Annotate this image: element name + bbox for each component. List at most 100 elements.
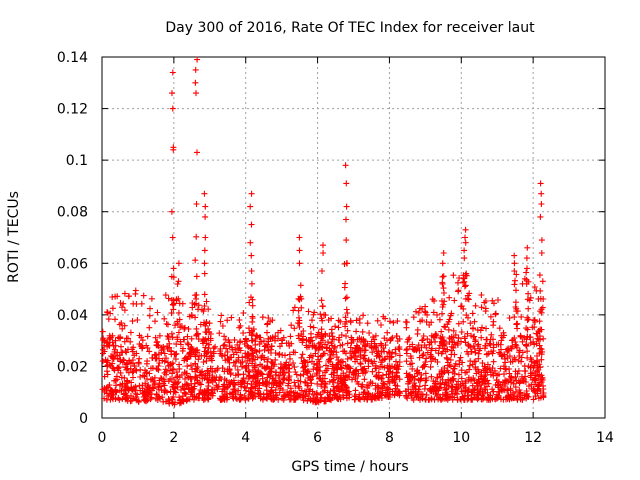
data-point (166, 400, 173, 407)
data-point (463, 312, 470, 319)
data-point (296, 247, 303, 254)
chart-title: Day 300 of 2016, Rate Of TEC Index for r… (165, 20, 535, 36)
data-point (388, 353, 395, 360)
data-point (492, 311, 499, 318)
data-point (421, 385, 428, 392)
data-point (307, 323, 314, 330)
data-point (165, 321, 171, 328)
data-point (511, 268, 518, 274)
data-point (385, 394, 392, 400)
data-point (382, 355, 389, 362)
data-point (525, 290, 532, 297)
data-point (178, 323, 185, 329)
data-point (176, 400, 183, 407)
data-point (513, 320, 520, 327)
data-point (245, 362, 252, 369)
data-point (265, 355, 271, 362)
data-point (248, 190, 255, 197)
data-point (461, 247, 468, 254)
data-point (147, 376, 154, 383)
data-point (521, 362, 528, 369)
data-point (258, 370, 265, 377)
data-point (489, 297, 496, 304)
data-point (296, 260, 303, 267)
data-point (478, 292, 485, 298)
data-point (369, 349, 376, 356)
data-point (279, 337, 286, 343)
data-point (531, 324, 538, 331)
data-point (458, 303, 465, 310)
data-point (158, 387, 165, 394)
data-point (319, 268, 325, 274)
data-point (316, 375, 323, 382)
data-point (448, 388, 455, 395)
data-point (473, 380, 480, 387)
data-point (378, 349, 385, 355)
data-point (298, 304, 305, 311)
data-point (193, 331, 200, 338)
data-point (112, 316, 118, 323)
data-point (174, 281, 181, 287)
data-point (104, 368, 110, 375)
data-point (493, 377, 500, 383)
data-point (113, 373, 120, 380)
data-point (309, 317, 315, 324)
data-point (282, 392, 289, 399)
data-point (511, 392, 518, 399)
data-point (298, 354, 305, 361)
data-point (518, 313, 525, 320)
data-point (221, 376, 228, 383)
data-point (222, 385, 228, 392)
data-point (512, 384, 519, 391)
data-point (116, 364, 122, 371)
data-point (442, 387, 449, 394)
data-point (233, 358, 240, 365)
data-point (161, 350, 168, 357)
data-point (450, 272, 457, 279)
data-point (127, 329, 134, 336)
data-point (99, 386, 106, 393)
data-point (306, 343, 312, 350)
data-point (518, 358, 525, 365)
data-point (197, 369, 204, 376)
data-point (520, 377, 526, 384)
data-point (133, 394, 140, 401)
data-point (285, 374, 292, 381)
data-point (169, 105, 176, 112)
data-point (145, 382, 152, 389)
data-point (194, 149, 200, 156)
data-point (200, 308, 207, 315)
data-point (161, 358, 168, 365)
data-point (136, 332, 143, 339)
data-point (461, 392, 468, 399)
data-point (99, 358, 106, 365)
data-point (447, 356, 454, 363)
data-point (130, 374, 136, 381)
data-point (137, 343, 144, 350)
data-point (142, 393, 149, 400)
data-point (458, 375, 465, 382)
data-point (158, 349, 165, 356)
data-point (396, 335, 403, 342)
data-point (444, 362, 451, 369)
data-point (296, 320, 303, 327)
data-point (343, 350, 349, 357)
data-point (205, 395, 212, 402)
data-point (277, 385, 284, 392)
data-point (472, 358, 479, 365)
data-point (126, 358, 132, 365)
data-point (462, 282, 469, 289)
data-point (439, 273, 446, 280)
x-tick-label: 0 (98, 430, 107, 446)
data-point (174, 373, 181, 380)
data-point (165, 336, 172, 343)
data-point (99, 328, 106, 335)
data-point (245, 394, 252, 401)
data-point (276, 389, 283, 396)
data-point (420, 362, 427, 369)
x-tick-label: 14 (596, 430, 614, 446)
data-point (437, 381, 444, 388)
data-point (341, 261, 348, 267)
data-point (120, 300, 127, 307)
data-point (202, 329, 209, 335)
